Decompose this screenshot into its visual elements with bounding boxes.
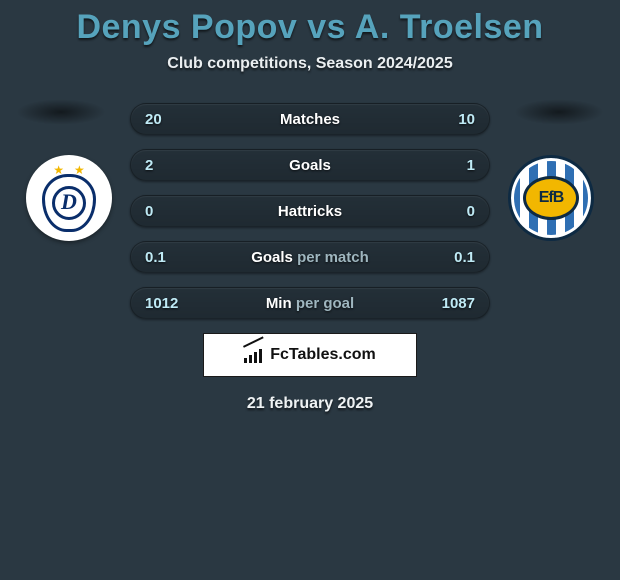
- club-logo-right: EfB: [508, 155, 594, 241]
- brand-box[interactable]: FcTables.com: [203, 333, 417, 377]
- stat-label: Matches: [131, 111, 489, 128]
- comparison-body: ★★ D EfB 20 Matches: [0, 103, 620, 413]
- stat-label-w1: Hattricks: [278, 203, 342, 220]
- stat-label-w2: per goal: [296, 295, 354, 312]
- stat-row-min-per-goal: 1012 Min per goal 1087: [130, 287, 490, 319]
- stat-label: Hattricks: [131, 203, 489, 220]
- stat-label-w1: Goals: [251, 249, 293, 266]
- brand-text: FcTables.com: [270, 346, 376, 364]
- stat-label: Min per goal: [131, 295, 489, 312]
- player-shadow-right: [514, 99, 604, 125]
- stat-label-w2: per match: [297, 249, 369, 266]
- esbjerg-badge-icon: EfB: [508, 155, 594, 241]
- club-logo-left: ★★ D: [26, 155, 112, 241]
- stat-label-w1: Min: [266, 295, 292, 312]
- comparison-card: Denys Popov vs A. Troelsen Club competit…: [0, 0, 620, 580]
- stat-row-hattricks: 0 Hattricks 0: [130, 195, 490, 227]
- stat-label-w1: Goals: [289, 157, 331, 174]
- page-title: Denys Popov vs A. Troelsen: [0, 8, 620, 47]
- chart-icon: [244, 347, 264, 363]
- dynamo-shield-icon: D: [42, 174, 96, 232]
- stat-label: Goals: [131, 157, 489, 174]
- subtitle: Club competitions, Season 2024/2025: [0, 55, 620, 73]
- esbjerg-text: EfB: [539, 189, 564, 207]
- stat-row-goals: 2 Goals 1: [130, 149, 490, 181]
- dynamo-letter: D: [61, 189, 77, 215]
- date-label: 21 february 2025: [0, 395, 620, 413]
- stat-rows: 20 Matches 10 2 Goals 1 0 Hattricks: [130, 103, 490, 319]
- stat-label: Goals per match: [131, 249, 489, 266]
- stat-label-w1: Matches: [280, 111, 340, 128]
- player-shadow-left: [16, 99, 106, 125]
- stat-row-matches: 20 Matches 10: [130, 103, 490, 135]
- stat-row-goals-per-match: 0.1 Goals per match 0.1: [130, 241, 490, 273]
